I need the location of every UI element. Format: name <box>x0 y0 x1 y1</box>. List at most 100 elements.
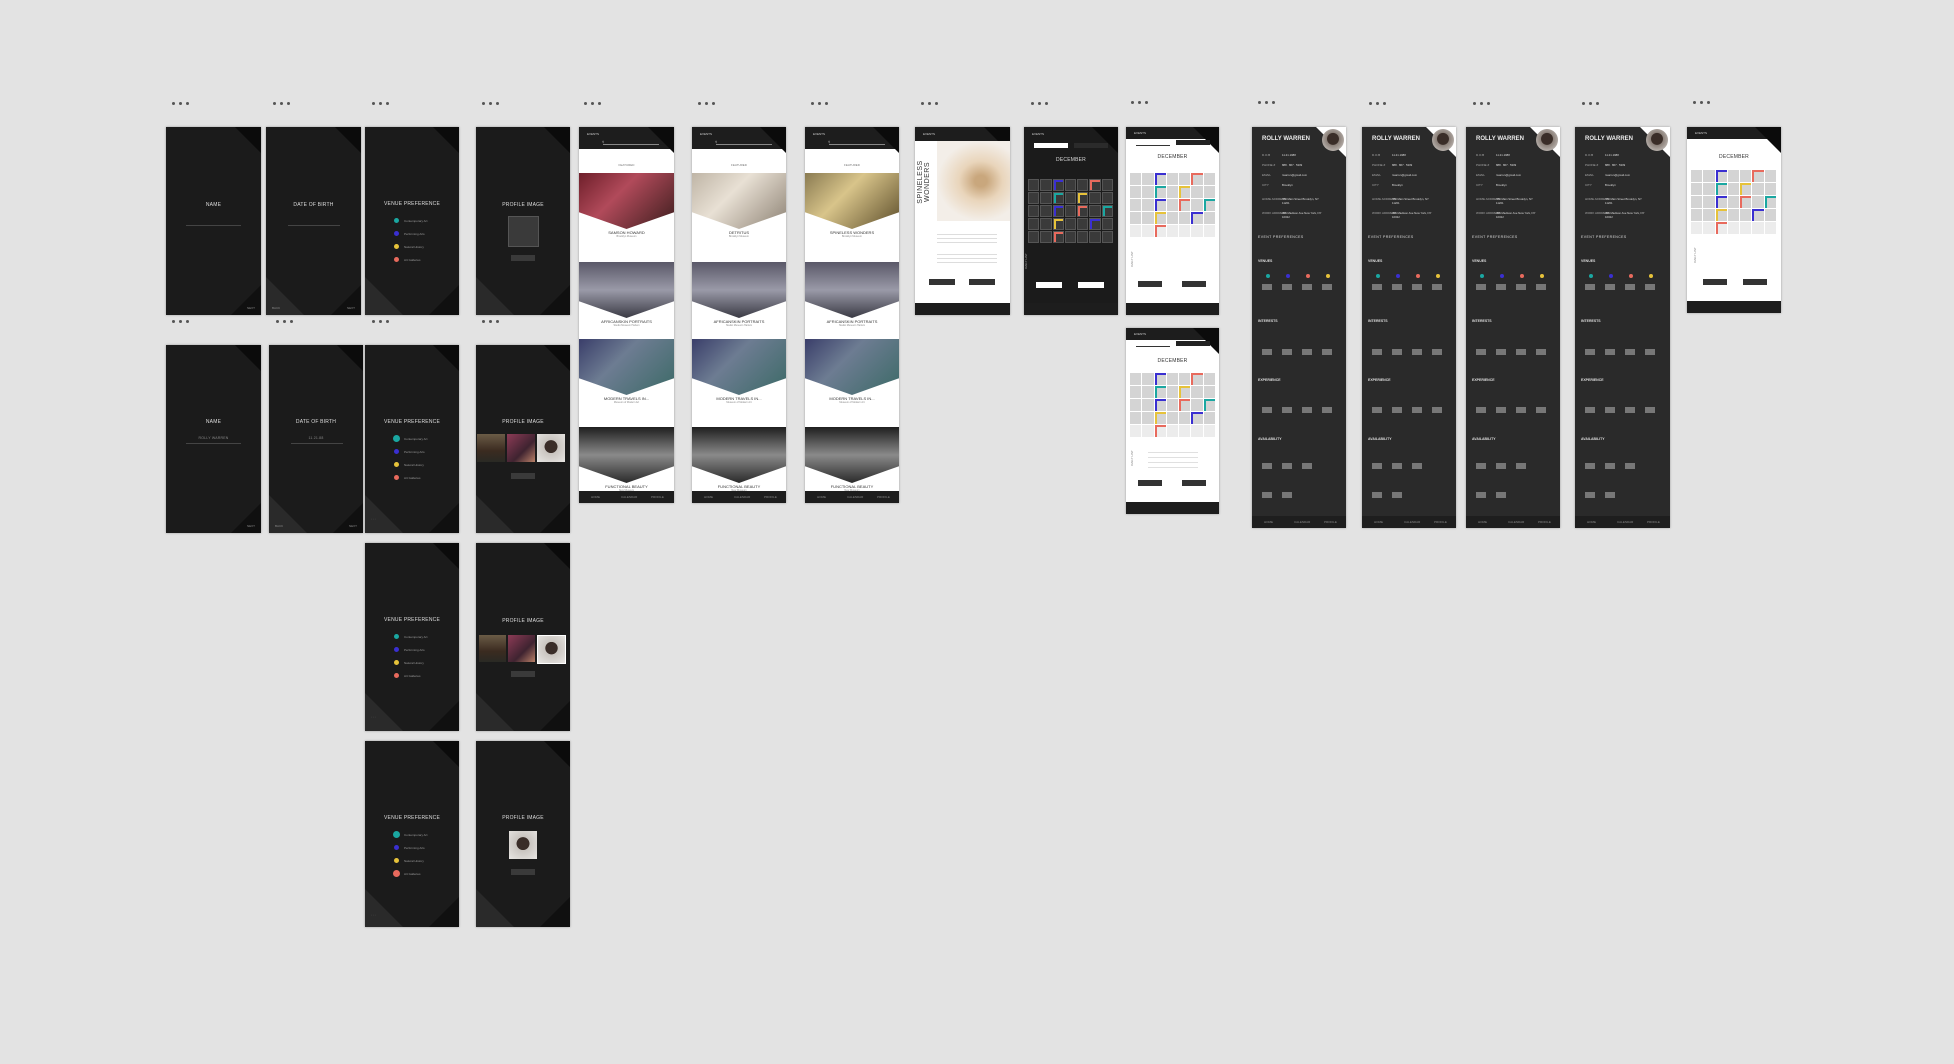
add-event-button[interactable] <box>1138 281 1162 287</box>
calendar-day-cell[interactable] <box>1179 373 1191 385</box>
venue-toggle[interactable] <box>1302 284 1312 290</box>
tab-calendar[interactable] <box>1176 341 1210 346</box>
artboard-menu-ellipsis-icon[interactable] <box>172 319 194 325</box>
nav-home[interactable]: HOME <box>1374 520 1383 524</box>
calendar-day-cell[interactable] <box>1130 412 1142 424</box>
calendar-day-cell[interactable] <box>1166 199 1179 211</box>
venue-option-label[interactable]: Contemporary Art <box>404 437 428 441</box>
calendar-day-cell[interactable] <box>1179 186 1191 198</box>
experience-toggle[interactable] <box>1496 407 1506 413</box>
venue-toggle[interactable] <box>1516 284 1526 290</box>
calendar-day-cell[interactable] <box>1064 179 1077 191</box>
venue-option-1-icon[interactable] <box>393 435 400 442</box>
artboard-menu-ellipsis-icon[interactable] <box>1693 100 1715 106</box>
venue-option-label[interactable]: Contemporary Art <box>404 219 428 223</box>
calendar-day-cell[interactable] <box>1130 225 1142 237</box>
search-input[interactable] <box>603 144 659 145</box>
experience-toggle[interactable] <box>1432 407 1442 413</box>
profile-field-value[interactable]: 789 Main Street Brooklyn, NY 11201 <box>1282 197 1319 205</box>
calendar-day-cell[interactable] <box>1142 399 1154 411</box>
calendar-day-cell[interactable] <box>1028 231 1040 243</box>
calendar-day-cell[interactable] <box>1191 225 1203 237</box>
availability-toggle[interactable] <box>1496 492 1506 498</box>
calendar-day-cell[interactable] <box>1028 179 1040 191</box>
venue-option-4-icon[interactable] <box>394 673 399 678</box>
calendar-day-cell[interactable] <box>1764 209 1776 221</box>
calendar-day-cell[interactable] <box>1179 386 1191 398</box>
calendar-day-cell[interactable] <box>1154 199 1166 211</box>
artboard-menu-ellipsis-icon[interactable] <box>584 101 606 107</box>
back-link[interactable]: BACK <box>275 524 284 528</box>
venue-option-1-icon[interactable] <box>394 634 399 639</box>
venue-option-label[interactable]: Performing Arts <box>404 648 425 652</box>
event-title[interactable]: DETRITUS <box>729 230 749 235</box>
calendar-day-cell[interactable] <box>1089 179 1101 191</box>
calendar-day-cell[interactable] <box>1130 386 1142 398</box>
back-link[interactable]: BACK <box>272 306 281 310</box>
calendar-day-cell[interactable] <box>1166 412 1179 424</box>
dob-value[interactable]: 11.21.88 <box>308 436 324 440</box>
calendar-day-cell[interactable] <box>1052 192 1064 204</box>
nav-profile[interactable]: PROFILE <box>1647 520 1660 524</box>
experience-toggle[interactable] <box>1476 407 1486 413</box>
venue-option-label[interactable]: Art Galleries <box>404 258 421 262</box>
calendar-day-cell[interactable] <box>1752 183 1764 195</box>
experience-toggle[interactable] <box>1322 407 1332 413</box>
upload-button[interactable] <box>511 473 535 479</box>
calendar-day-cell[interactable] <box>1028 192 1040 204</box>
nav-calendar[interactable]: CALENDAR <box>847 495 864 499</box>
calendar-day-cell[interactable] <box>1052 179 1064 191</box>
calendar-day-cell[interactable] <box>1203 199 1215 211</box>
venue-toggle[interactable] <box>1392 284 1402 290</box>
calendar-day-cell[interactable] <box>1154 373 1166 385</box>
calendar-day-cell[interactable] <box>1154 186 1166 198</box>
nav-home[interactable]: HOME <box>817 495 826 499</box>
calendar-day-cell[interactable] <box>1077 192 1089 204</box>
availability-toggle[interactable] <box>1262 463 1272 469</box>
interest-toggle[interactable] <box>1322 349 1332 355</box>
artboard-menu-ellipsis-icon[interactable] <box>921 101 943 107</box>
interest-toggle[interactable] <box>1432 349 1442 355</box>
calendar-day-cell[interactable] <box>1077 218 1089 230</box>
experience-toggle[interactable] <box>1392 407 1402 413</box>
venue-toggle[interactable] <box>1476 284 1486 290</box>
nav-home[interactable]: HOME <box>704 495 713 499</box>
tab-calendar[interactable] <box>1074 143 1108 148</box>
venue-option-label[interactable]: Art Galleries <box>404 872 421 876</box>
calendar-day-cell[interactable] <box>1179 399 1191 411</box>
calendar-day-cell[interactable] <box>1142 199 1154 211</box>
experience-toggle[interactable] <box>1282 407 1292 413</box>
calendar-day-cell[interactable] <box>1691 183 1703 195</box>
event-image[interactable] <box>579 262 674 318</box>
profile-field-value[interactable]: 456 Madison Ave New York, NY 10022 <box>1282 211 1322 219</box>
share-date-button[interactable] <box>1743 279 1767 285</box>
event-title[interactable]: FUNCTIONAL BEAUTY <box>830 484 874 489</box>
profile-avatar[interactable] <box>1322 129 1344 151</box>
experience-toggle[interactable] <box>1372 407 1382 413</box>
experience-toggle[interactable] <box>1625 407 1635 413</box>
calendar-day-cell[interactable] <box>1130 373 1142 385</box>
calendar-day-cell[interactable] <box>1166 212 1179 224</box>
availability-toggle[interactable] <box>1282 463 1292 469</box>
calendar-day-cell[interactable] <box>1142 373 1154 385</box>
interest-toggle[interactable] <box>1496 349 1506 355</box>
calendar-day-cell[interactable] <box>1764 196 1776 208</box>
calendar-day-cell[interactable] <box>1715 222 1727 234</box>
artboard-menu-ellipsis-icon[interactable] <box>698 101 720 107</box>
calendar-day-cell[interactable] <box>1179 173 1191 185</box>
profile-field-value[interactable]: rwarren@gmail.com <box>1392 173 1418 177</box>
venue-option-label[interactable]: Performing Arts <box>404 846 425 850</box>
search-icon[interactable]: ⚲ <box>602 140 605 144</box>
calendar-day-cell[interactable] <box>1064 218 1077 230</box>
calendar-day-cell[interactable] <box>1203 412 1215 424</box>
venue-option-1-icon[interactable] <box>393 831 400 838</box>
venue-option-3-icon[interactable] <box>394 660 399 665</box>
calendar-day-cell[interactable] <box>1154 225 1166 237</box>
photo-option-2[interactable] <box>508 635 535 662</box>
experience-toggle[interactable] <box>1585 407 1595 413</box>
profile-field-value[interactable]: 11.21.1988 <box>1496 153 1510 157</box>
profile-field-value[interactable]: 789 Main Street Brooklyn, NY 11201 <box>1605 197 1642 205</box>
next-link[interactable]: NEXT <box>346 306 355 310</box>
interest-toggle[interactable] <box>1585 349 1595 355</box>
venue-toggle[interactable] <box>1605 284 1615 290</box>
